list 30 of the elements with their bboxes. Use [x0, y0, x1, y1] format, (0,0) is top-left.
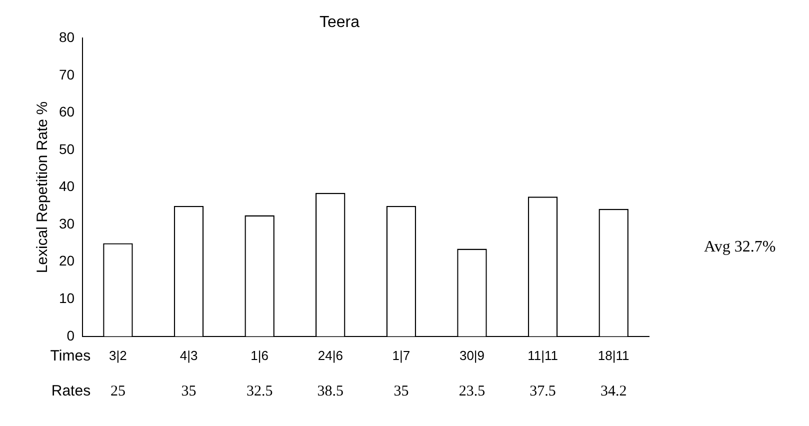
x-tick-label: 3|2 [109, 348, 127, 363]
y-tick-label: 40 [58, 178, 75, 194]
chart-title: Teera [319, 14, 360, 32]
y-tick-label: 60 [58, 104, 75, 120]
x-tick-label: 30|9 [459, 348, 485, 363]
data-label: 25 [110, 383, 126, 400]
y-tick-label: 0 [66, 327, 75, 344]
x-tick-label: 4|3 [180, 348, 198, 363]
x-tick-label: 24|6 [318, 348, 343, 363]
y-tick-label: 80 [58, 29, 75, 46]
y-axis-title: Lexical Repetition Rate % [34, 101, 52, 274]
y-tick-label: 10 [58, 290, 75, 306]
data-label: 35 [181, 383, 196, 400]
x-tick-label: 1|6 [250, 348, 269, 363]
data-label: 34.2 [600, 383, 627, 400]
y-tick-label: 70 [58, 66, 75, 82]
x-tick-label: 11|11 [528, 348, 558, 363]
y-tick-label: 30 [58, 215, 75, 232]
x-axis-title: Times [50, 348, 91, 365]
data-label: 37.5 [530, 383, 556, 400]
data-label: 35 [394, 383, 409, 400]
x-tick-label: 1|7 [392, 348, 410, 363]
data-label: 38.5 [317, 383, 344, 400]
text: Rates [51, 382, 91, 400]
data-label: 23.5 [458, 383, 486, 400]
y-tick-label: 50 [58, 140, 75, 157]
y-tick-label: 20 [58, 252, 75, 269]
text: Avg 32.7% [704, 238, 776, 256]
x-tick-label: 18|11 [598, 348, 630, 363]
data-label: 32.5 [246, 383, 273, 400]
